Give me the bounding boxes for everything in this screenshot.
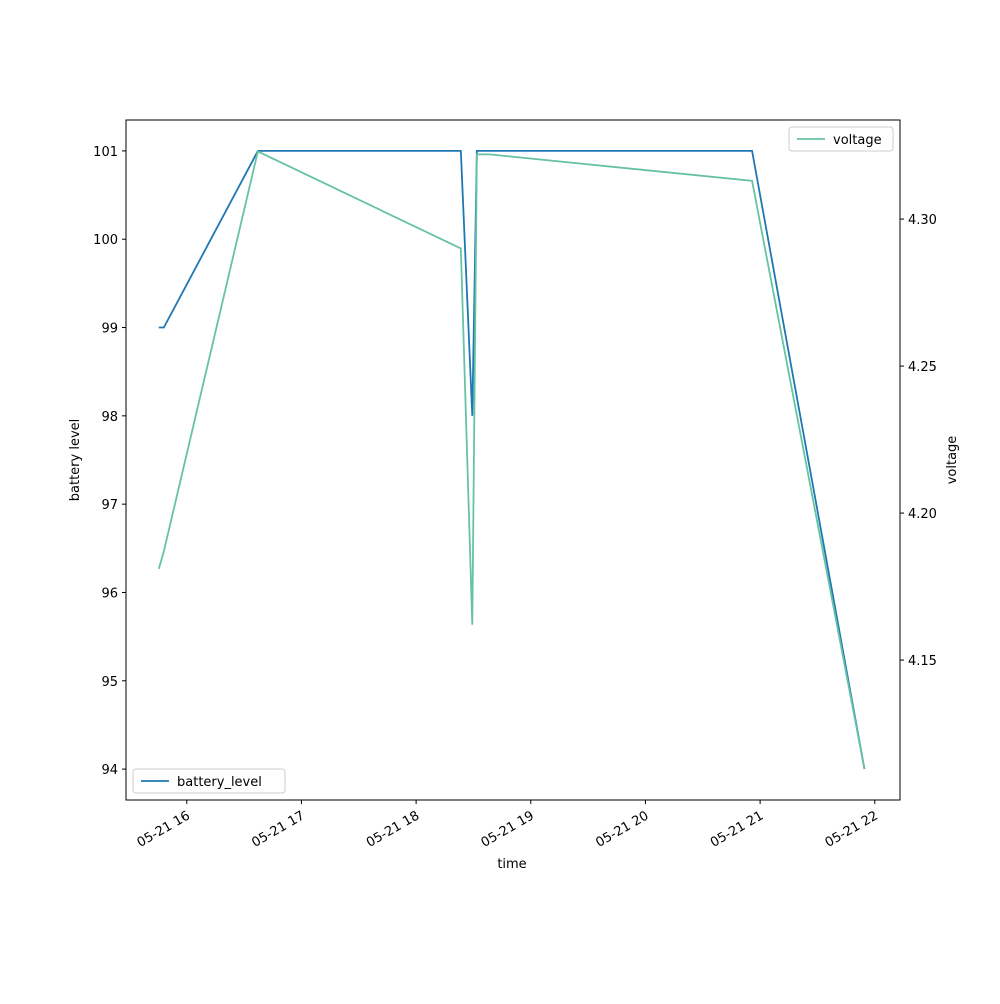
- x-tick-label: 05-21 21: [708, 808, 766, 850]
- y-tick-label: 101: [93, 145, 118, 160]
- x-tick-label: 05-21 16: [135, 808, 193, 850]
- x-tick-label: 05-21 17: [249, 808, 307, 850]
- x-tick-label: 05-21 18: [364, 808, 422, 850]
- y-tick-label: 95: [101, 675, 118, 690]
- y2-tick-label: 4.15: [908, 654, 937, 669]
- y2-tick-label: 4.30: [908, 213, 937, 228]
- y2-axis-label: voltage: [945, 436, 960, 485]
- y-tick-label: 97: [101, 498, 118, 513]
- y-tick-label: 94: [101, 763, 118, 778]
- y2-tick-label: 4.20: [908, 507, 937, 522]
- y-tick-label: 96: [101, 586, 118, 601]
- plot-frame: [125, 119, 901, 801]
- legend-label: voltage: [833, 133, 882, 148]
- y-tick-label: 100: [93, 233, 118, 248]
- legend-box: [788, 126, 894, 152]
- y-tick-label: 98: [101, 410, 118, 425]
- x-axis-label: time: [497, 857, 526, 872]
- series-line: [157, 150, 866, 770]
- series-line: [158, 150, 866, 770]
- y-tick-label: 99: [101, 322, 118, 337]
- y2-tick-label: 4.25: [908, 360, 937, 375]
- legend-label: battery_level: [177, 775, 262, 790]
- x-tick-label: 05-21 19: [479, 808, 537, 850]
- x-tick-label: 05-21 22: [823, 808, 881, 850]
- y-axis-label: battery level: [68, 419, 83, 502]
- legend-box: [132, 768, 286, 794]
- x-tick-label: 05-21 20: [593, 808, 651, 850]
